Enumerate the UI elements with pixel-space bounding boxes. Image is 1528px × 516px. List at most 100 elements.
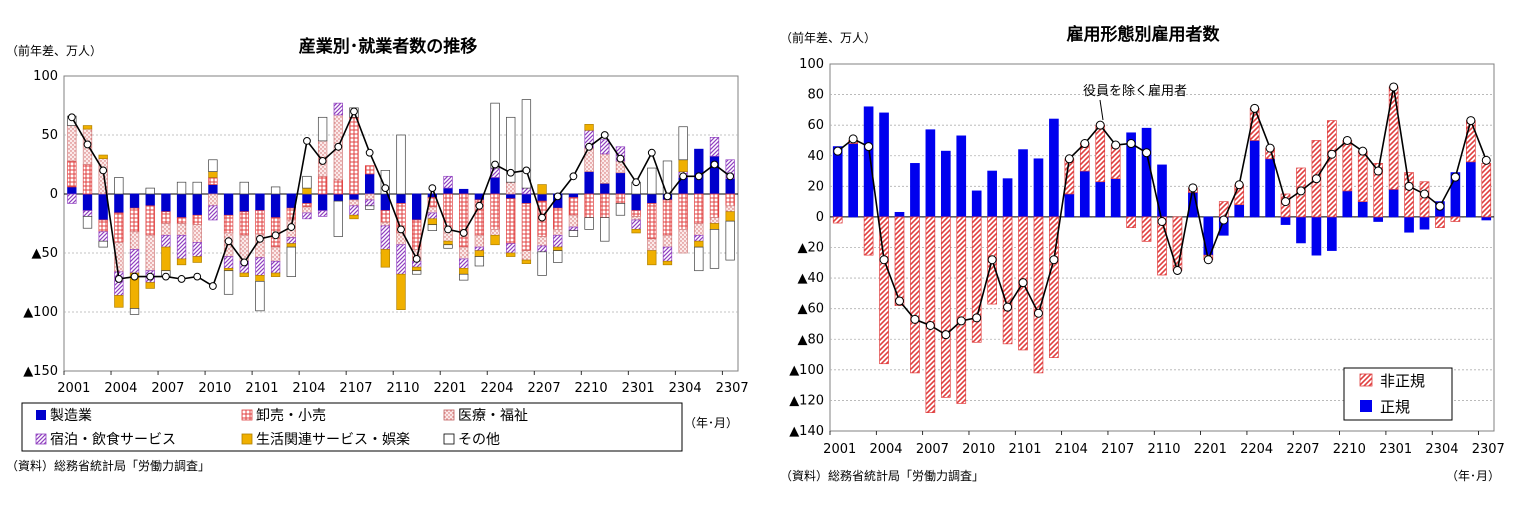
total-line-point <box>1327 149 1337 159</box>
bar-series-2 <box>380 221 390 227</box>
total-line-point <box>412 255 421 263</box>
bar-series-4 <box>459 267 469 275</box>
bar-series-3 <box>427 212 438 220</box>
bar-series-2 <box>506 181 516 195</box>
bar-series-3 <box>82 210 93 217</box>
legend-item-other: その他 <box>443 432 500 448</box>
bar-series-2 <box>459 246 469 260</box>
total-line-point <box>972 313 982 323</box>
bar-series-0 <box>1296 216 1306 244</box>
bar-series-0 <box>1018 149 1028 218</box>
bar-series-0 <box>537 193 547 202</box>
bar-series-1 <box>506 198 516 244</box>
bar-series-2 <box>725 205 735 213</box>
bar-series-0 <box>192 193 202 216</box>
total-line-point <box>1157 217 1167 227</box>
bar-series-0 <box>1079 170 1090 218</box>
x-tick-label: 2007 <box>151 381 184 396</box>
bar-series-1 <box>1419 181 1430 218</box>
bar-series-1 <box>662 199 673 236</box>
x-tick-label: 2207 <box>528 381 561 396</box>
bar-series-2 <box>364 193 375 201</box>
bar-series-0 <box>1249 140 1260 218</box>
total-line-point <box>1033 308 1043 318</box>
x-tick-label: 2210 <box>1333 442 1366 457</box>
total-line-point <box>1450 172 1460 182</box>
bar-series-0 <box>82 193 93 211</box>
total-line-point <box>1111 140 1121 150</box>
total-line-point <box>1049 255 1059 265</box>
total-line-point <box>1095 120 1105 130</box>
bar-series-3 <box>333 102 343 116</box>
legend-item-non-regular: 非正規 <box>1359 372 1425 390</box>
bar-series-5 <box>208 159 218 172</box>
total-line-point <box>193 272 202 281</box>
total-line-point <box>334 142 343 151</box>
right-y-axis-ticks: 100 80 60 40 20 0 ▲20 ▲40 ▲60 ▲80 ▲100 ▲120 ▲140 <box>789 57 824 439</box>
bar-series-2 <box>600 153 610 184</box>
bar-series-4 <box>474 250 485 257</box>
x-tick-label: 2301 <box>622 381 655 396</box>
legend-label-accommodation-food: 宿泊・飲食サービス <box>50 431 176 448</box>
bar-series-4 <box>255 275 265 282</box>
x-tick-label: 2110 <box>1147 442 1180 457</box>
bar-series-2 <box>490 229 500 236</box>
legend-item-accommodation-food: 宿泊・飲食サービス <box>35 431 176 448</box>
total-line-point <box>987 255 997 265</box>
bar-series-4 <box>662 260 673 266</box>
total-line-point <box>956 316 966 326</box>
total-line-point <box>1018 278 1028 288</box>
bar-series-0 <box>894 211 905 218</box>
left-x-axis-ticks: 2001 2004 2007 2010 2101 2104 2107 2110 2201 2204… <box>57 371 749 396</box>
total-line-point <box>240 258 249 267</box>
y-tick-label: ▲120 <box>789 393 824 408</box>
bar-series-2 <box>270 246 281 262</box>
legend-label-medical-welfare: 医療・福祉 <box>458 407 528 424</box>
bar-series-3 <box>176 234 187 260</box>
bar-series-5 <box>176 181 187 195</box>
bar-series-0 <box>208 184 218 195</box>
bar-series-4 <box>239 272 249 277</box>
bar-series-1 <box>255 210 265 235</box>
total-line-point <box>303 137 311 145</box>
bar-series-0 <box>317 193 328 211</box>
total-line-point <box>1420 189 1430 199</box>
bar-series-5 <box>600 217 610 242</box>
bar-series-0 <box>443 187 453 195</box>
bar-series-0 <box>1095 181 1106 218</box>
bar-series-1 <box>678 193 688 230</box>
total-line-point <box>1404 181 1414 191</box>
y-tick-label: 80 <box>807 88 824 103</box>
bar-series-4 <box>270 272 281 277</box>
bar-series-3 <box>521 187 532 195</box>
bar-series-1 <box>553 207 563 230</box>
total-line-point <box>1172 265 1182 275</box>
total-line-point <box>694 172 703 181</box>
total-line-point <box>365 148 374 157</box>
bar-series-1 <box>956 216 967 404</box>
y-tick-label: ▲80 <box>797 332 824 347</box>
x-tick-label: 2210 <box>575 381 608 396</box>
bar-series-1 <box>349 116 359 195</box>
bar-series-5 <box>521 99 532 189</box>
bar-series-0 <box>1327 216 1337 251</box>
bar-series-2 <box>474 234 485 248</box>
bar-series-1 <box>894 216 905 306</box>
bar-series-0 <box>631 193 641 211</box>
bar-series-1 <box>647 203 657 240</box>
bar-series-2 <box>694 223 704 236</box>
bar-series-1 <box>490 193 500 230</box>
bar-series-5 <box>396 134 406 195</box>
total-line-point <box>1265 143 1275 153</box>
bar-series-0 <box>1481 216 1492 221</box>
bar-series-1 <box>832 216 843 224</box>
bar-series-3 <box>317 210 328 217</box>
total-line-point <box>1466 116 1476 126</box>
bar-series-1 <box>1373 163 1384 218</box>
bar-series-1 <box>239 211 249 236</box>
y-tick-label: 60 <box>807 118 824 133</box>
bar-series-2 <box>208 193 218 207</box>
total-line-point <box>864 142 874 152</box>
bar-series-4 <box>98 154 108 159</box>
bar-series-2 <box>678 229 688 254</box>
